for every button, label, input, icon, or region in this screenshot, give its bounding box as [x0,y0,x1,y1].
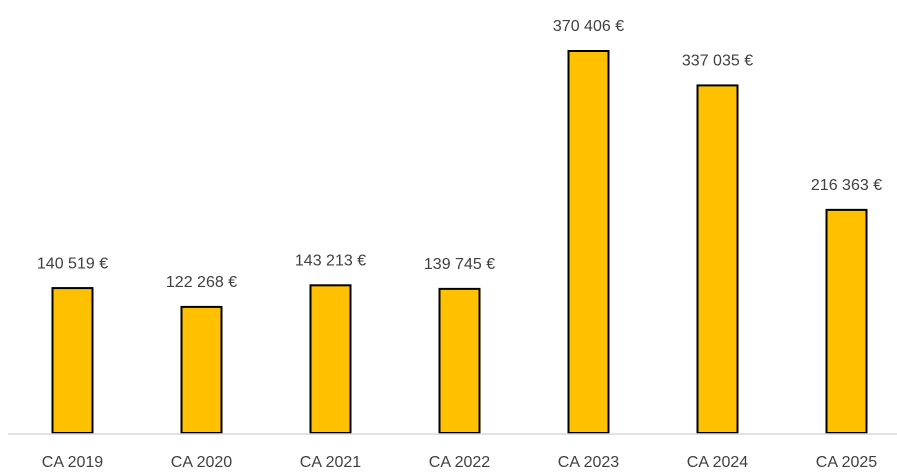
bar [696,84,739,435]
x-tick-label: CA 2023 [558,454,619,471]
x-tick-label: CA 2019 [42,454,103,471]
value-label: 370 406 € [553,18,624,35]
x-tick-label: CA 2020 [171,454,232,471]
bar [309,284,352,434]
x-tick-label: CA 2024 [687,454,748,471]
x-tick-label: CA 2025 [816,454,877,471]
x-tick-label: CA 2022 [429,454,490,471]
bar [438,287,481,434]
value-label: 337 035 € [682,53,753,70]
value-label: 139 745 € [424,256,495,273]
value-label: 143 213 € [295,253,366,270]
bar [825,208,868,434]
bar [51,287,94,434]
bar [567,50,610,434]
bar [180,305,223,434]
value-label: 140 519 € [37,255,108,272]
value-label: 216 363 € [811,177,882,194]
x-tick-label: CA 2021 [300,454,361,471]
value-label: 122 268 € [166,274,237,291]
